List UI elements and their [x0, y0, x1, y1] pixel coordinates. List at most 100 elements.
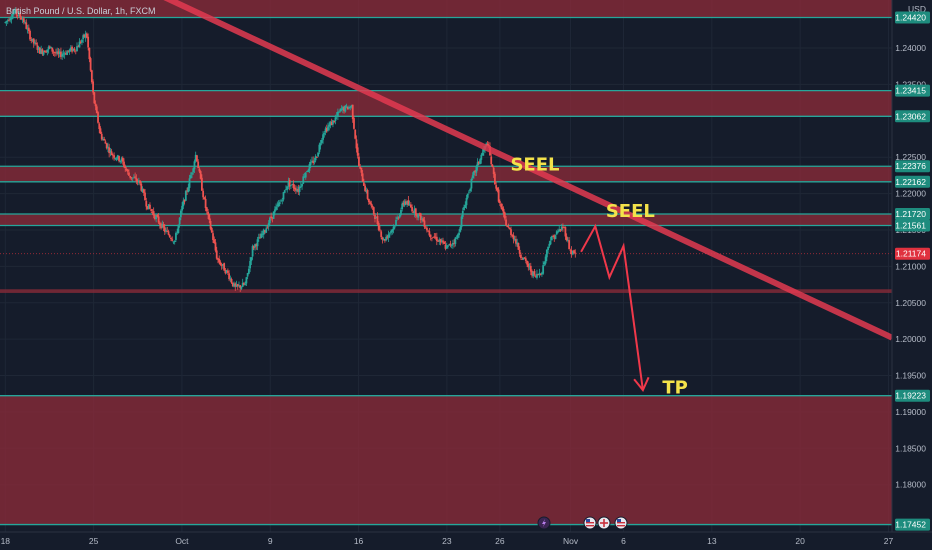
candle-body	[99, 128, 102, 134]
candle-body	[570, 250, 573, 255]
candle-body	[303, 176, 306, 178]
candle-body	[320, 139, 323, 143]
candle-body	[251, 246, 254, 257]
candle-body	[147, 204, 150, 210]
event-icons[interactable]	[537, 516, 628, 530]
candle-body	[405, 201, 407, 204]
candle-body	[299, 186, 302, 188]
candle-body	[453, 243, 456, 244]
candle-body	[63, 53, 66, 55]
level-badge: 1.23415	[895, 86, 926, 96]
time-tick-label: 27	[884, 536, 894, 546]
level-badge-bg	[895, 175, 930, 188]
candle-body	[126, 169, 129, 172]
candle-body	[550, 236, 553, 241]
candle-body	[89, 58, 92, 71]
candle-body	[555, 231, 558, 235]
candle-body	[163, 227, 166, 232]
candle-body	[50, 46, 52, 49]
time-axis[interactable]: 18 25 Oct 9 16 23 26 Nov 6 13 20 27	[0, 531, 932, 550]
candle-body	[479, 159, 481, 165]
candle-body	[396, 217, 399, 219]
candle-body	[161, 223, 164, 228]
candle-body	[325, 127, 328, 132]
candle-body	[463, 207, 465, 211]
candle-body	[120, 158, 123, 162]
time-tick-label: 6	[621, 536, 626, 546]
candle-body	[229, 278, 232, 280]
candle-body	[267, 223, 270, 227]
candle-body	[55, 52, 57, 54]
candle-body	[198, 168, 201, 172]
candle-body	[416, 215, 418, 217]
candle-body	[398, 214, 401, 218]
candle-body	[527, 263, 530, 268]
candle-body	[413, 208, 416, 213]
candle-body	[496, 187, 499, 191]
candle-body	[113, 155, 116, 158]
candle-body	[369, 201, 371, 205]
candle-body	[526, 260, 528, 265]
candle-body	[240, 286, 243, 289]
candle-body	[154, 215, 156, 220]
candle-body	[140, 183, 143, 191]
candle-body	[349, 107, 352, 109]
time-tick-label: 20	[795, 536, 805, 546]
candle-body	[118, 156, 120, 162]
candle-body	[141, 188, 144, 192]
candle-body	[210, 228, 213, 233]
candle-body	[573, 250, 575, 254]
candle-body	[383, 239, 386, 241]
candle-body	[505, 219, 507, 226]
price-axis[interactable]: USD1.240001.235001.225001.220001.215001.…	[891, 0, 932, 550]
candle-body	[235, 284, 238, 287]
candle-body	[468, 191, 470, 193]
candle-body	[549, 241, 552, 245]
candle-body	[45, 51, 48, 53]
resistance-zone	[0, 90, 892, 117]
candle-body	[4, 22, 7, 23]
candle-body	[291, 183, 294, 185]
candle-body	[61, 54, 64, 57]
candle-body	[74, 50, 77, 52]
candle-body	[516, 242, 519, 245]
level-badge: 1.23062	[895, 111, 926, 121]
candle-body	[503, 212, 506, 219]
candle-body	[379, 229, 381, 231]
candle-body	[319, 143, 322, 146]
time-tick-label: 16	[354, 536, 364, 546]
candle-body	[490, 156, 493, 165]
candle-body	[512, 235, 515, 240]
candle-body	[87, 36, 90, 48]
candle-body	[64, 53, 67, 55]
candle-body	[88, 47, 91, 60]
candle-body	[528, 266, 531, 268]
candle-body	[29, 30, 31, 40]
candle-body	[290, 184, 292, 186]
candle-body	[125, 169, 128, 171]
price-tick-label: 1.19000	[895, 407, 926, 417]
candle-body	[522, 257, 525, 260]
candle-body	[261, 234, 264, 235]
candle-body	[213, 239, 216, 244]
level-badge-bg	[895, 84, 930, 97]
candle-body	[128, 172, 130, 176]
candle-body	[197, 161, 200, 169]
candle-body	[500, 203, 503, 208]
candle-body	[11, 13, 14, 19]
candle-body	[160, 223, 162, 229]
candle-body	[521, 258, 524, 260]
candle-body	[139, 180, 141, 184]
candle-body	[432, 236, 435, 238]
candle-body	[566, 240, 569, 241]
flag-stripe	[586, 522, 594, 524]
candle-body	[296, 189, 298, 192]
candle-body	[332, 120, 334, 125]
candle-body	[66, 51, 69, 56]
candle-body	[513, 238, 516, 240]
candle-body	[440, 240, 443, 242]
level-badge-bg	[895, 11, 930, 24]
candle-body	[155, 215, 158, 219]
candle-body	[262, 229, 265, 235]
